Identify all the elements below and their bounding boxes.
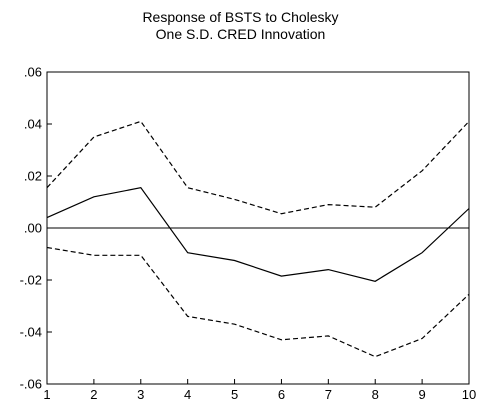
x-tick-label: 10 (462, 387, 476, 402)
y-tick-label: -.02 (20, 273, 42, 288)
x-tick-label: 9 (418, 387, 425, 402)
y-tick-label: .06 (24, 65, 42, 80)
chart-title-line-1: Response of BSTS to Cholesky (142, 9, 339, 25)
x-tick-label: 2 (90, 387, 97, 402)
series-line-response (46, 187, 470, 282)
plot-area: .06 .04 .02 .00 -.02 -.04 -.061 2 3 4 5 6 7 8 9 10 (20, 65, 477, 403)
series-line-upper-band (46, 120, 470, 215)
x-tick-label: 4 (184, 387, 191, 402)
x-tick-label: 5 (231, 387, 238, 402)
x-tick-label: 6 (278, 387, 285, 402)
chart-title-line-2: One S.D. CRED Innovation (155, 26, 326, 42)
series-line-lower-band (46, 246, 470, 358)
x-tick-label: 8 (372, 387, 379, 402)
y-tick-label: .02 (24, 169, 42, 184)
y-tick-label: -.04 (20, 325, 42, 340)
y-tick-label: -.06 (20, 377, 42, 392)
y-tick-label: .00 (24, 221, 42, 236)
x-tick-label: 1 (43, 387, 50, 402)
x-tick-label: 7 (325, 387, 332, 402)
x-tick-label: 3 (137, 387, 144, 402)
y-tick-label: .04 (24, 117, 42, 132)
